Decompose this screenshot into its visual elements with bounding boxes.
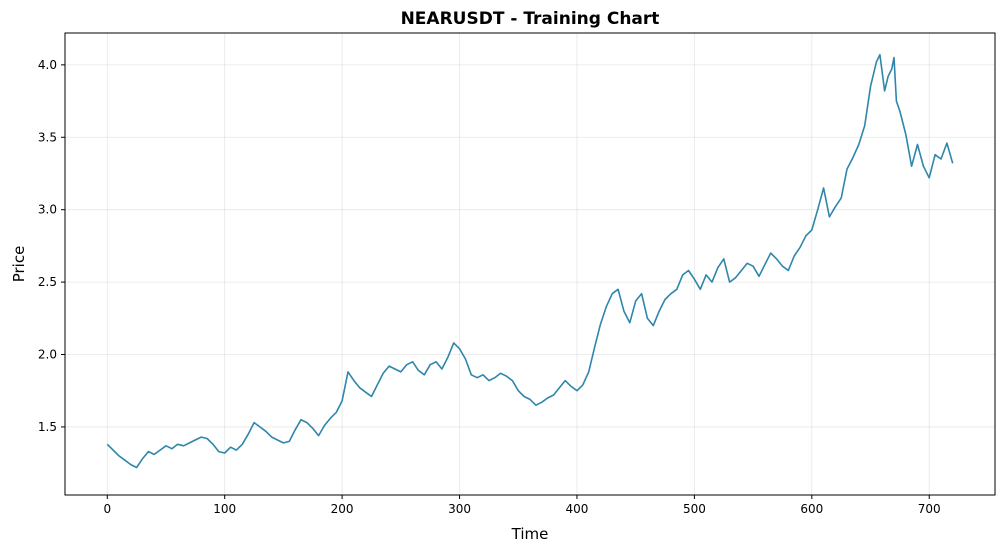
y-tick-label: 1.5 <box>38 420 57 434</box>
y-tick-label: 3.0 <box>38 203 57 217</box>
x-tick-label: 100 <box>213 502 236 516</box>
price-series-line <box>106 53 954 469</box>
grid <box>65 33 995 495</box>
plot-frame <box>64 32 996 496</box>
y-tick-label: 2.5 <box>38 275 57 289</box>
x-axis-label: Time <box>511 525 549 543</box>
x-tick-label: 300 <box>448 502 471 516</box>
x-tick-label: 700 <box>918 502 941 516</box>
y-axis-label: Price <box>10 246 28 283</box>
x-tick-label: 600 <box>800 502 823 516</box>
x-tick-label: 400 <box>566 502 589 516</box>
x-axis-ticks: 0 100 200 300 400 500 600 700 <box>103 495 941 516</box>
x-tick-label: 0 <box>103 502 111 516</box>
chart-title: NEARUSDT - Training Chart <box>401 9 660 29</box>
x-tick-label: 200 <box>331 502 354 516</box>
y-tick-label: 2.0 <box>38 348 57 362</box>
series-line-group <box>106 53 954 469</box>
y-tick-label: 4.0 <box>38 58 57 72</box>
y-axis-ticks: 1.5 2.0 2.5 3.0 3.5 4.0 <box>38 58 65 434</box>
y-tick-label: 3.5 <box>38 130 57 144</box>
x-tick-label: 500 <box>683 502 706 516</box>
